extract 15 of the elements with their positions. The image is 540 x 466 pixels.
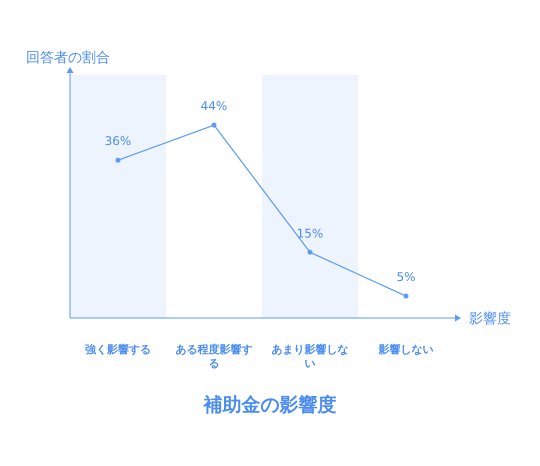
x-axis-title: 影響度 (469, 311, 511, 327)
x-tick-label: ある程度影響する (176, 343, 252, 370)
data-label: 15% (296, 226, 324, 240)
data-label: 36% (104, 134, 132, 148)
data-label: 44% (200, 99, 228, 114)
y-axis-title: 回答者の割合 (26, 50, 110, 66)
x-tick-label: 強く影響する (85, 343, 151, 356)
x-tick-label: あまり影響しない (272, 343, 348, 370)
x-tick-label: 影響しない (378, 343, 434, 356)
point (116, 158, 120, 163)
data-label: 5% (396, 270, 416, 284)
point (404, 294, 408, 299)
text: 補助金の影響度 (202, 394, 336, 416)
point (212, 122, 216, 128)
point (308, 250, 312, 255)
